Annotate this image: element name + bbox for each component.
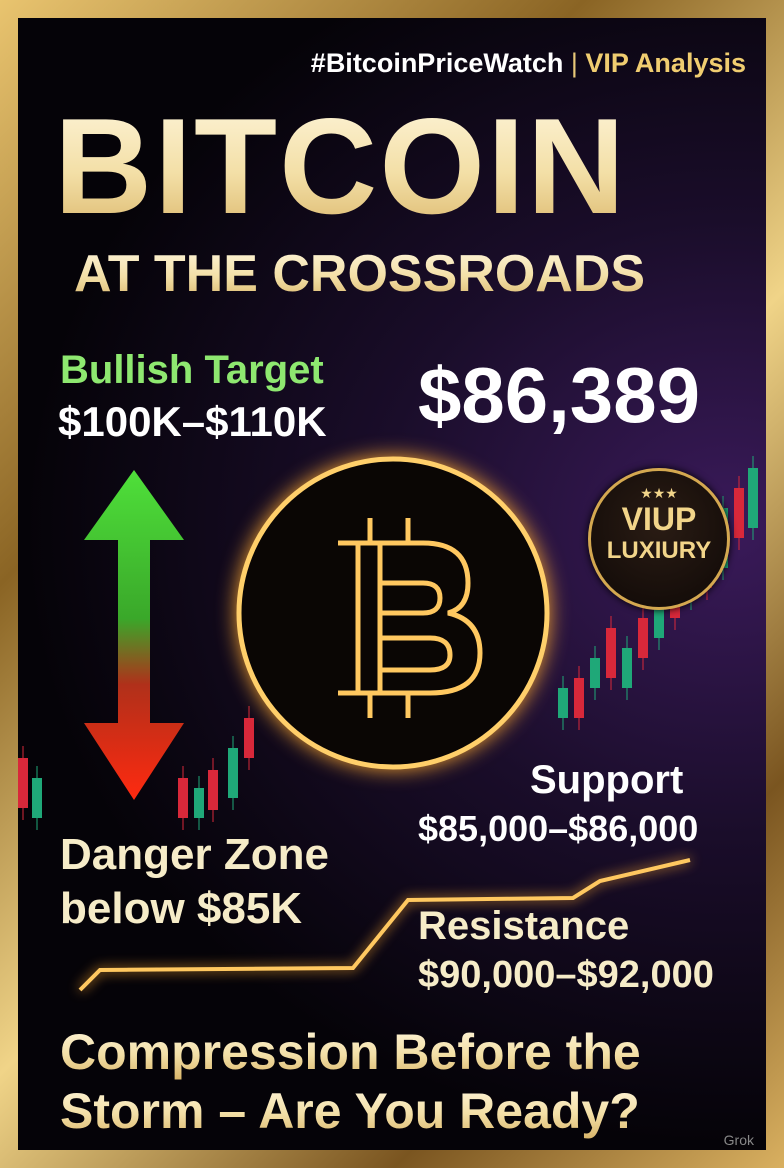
bullish-label: Bullish Target bbox=[60, 348, 324, 392]
candle-body bbox=[228, 748, 238, 798]
support-label: Support bbox=[530, 758, 684, 802]
bitcoin-icon bbox=[236, 456, 550, 770]
candle-body bbox=[244, 718, 254, 758]
candle-body bbox=[638, 618, 648, 658]
badge-line2: LUXIURY bbox=[606, 537, 712, 564]
candle-body bbox=[32, 778, 42, 818]
candle-body bbox=[748, 468, 758, 528]
candle-body bbox=[590, 658, 600, 688]
grok-watermark: Grok bbox=[723, 1132, 754, 1148]
hashtag: #BitcoinPriceWatch bbox=[310, 48, 564, 78]
title-sub: AT THE CROSSROADS bbox=[74, 245, 646, 303]
candle-body bbox=[622, 648, 632, 688]
support-range: $85,000–$86,000 bbox=[418, 808, 699, 849]
candle-body bbox=[606, 628, 616, 678]
poster: #BitcoinPriceWatch | VIP Analysis BITCOI… bbox=[18, 18, 766, 1150]
header-line: #BitcoinPriceWatch | VIP Analysis bbox=[311, 48, 746, 79]
candle-body bbox=[178, 778, 188, 818]
footer-line2: Storm – Are You Ready? bbox=[60, 1083, 640, 1139]
bullish-range: $100K–$110K bbox=[58, 398, 327, 445]
candle-body bbox=[654, 598, 664, 638]
candle-body bbox=[558, 688, 568, 718]
candle-body bbox=[208, 770, 218, 810]
vip-luxury-badge: ★★★ VIUP LUXIURY bbox=[588, 468, 730, 610]
current-price: $86,389 bbox=[418, 351, 700, 439]
support-resistance-line bbox=[78, 858, 691, 992]
danger-line2: below $85K bbox=[60, 884, 303, 933]
vip-analysis-tag: VIP Analysis bbox=[585, 48, 746, 78]
separator: | bbox=[570, 48, 578, 78]
candle-body bbox=[734, 488, 744, 538]
title-main: BITCOIN bbox=[54, 90, 628, 242]
candle-body bbox=[18, 758, 28, 808]
footer-line1: Compression Before the bbox=[60, 1024, 641, 1080]
stars-icon: ★★★ bbox=[640, 485, 678, 501]
danger-line1: Danger Zone bbox=[60, 830, 329, 879]
resistance-range: $90,000–$92,000 bbox=[418, 954, 714, 996]
candle-body bbox=[574, 678, 584, 718]
up-down-arrow-icon bbox=[84, 470, 184, 800]
candle-body bbox=[194, 788, 204, 818]
resistance-label: Resistance bbox=[418, 904, 630, 948]
badge-line1: VIUP bbox=[621, 501, 697, 537]
